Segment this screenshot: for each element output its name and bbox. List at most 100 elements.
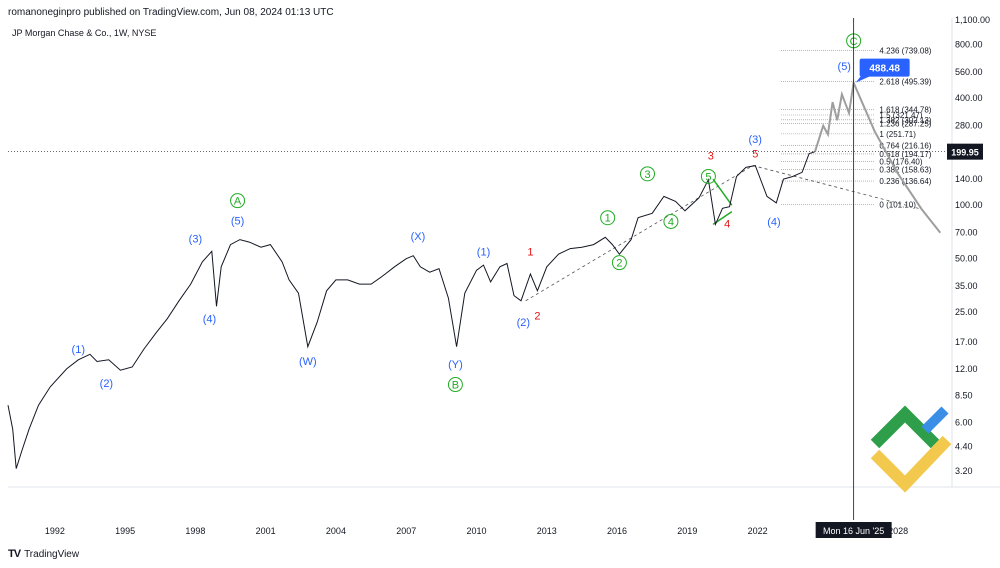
x-tick-label: 2010 — [466, 526, 486, 536]
price-bubble-pointer — [855, 72, 874, 83]
wave-label-text: (X) — [411, 231, 426, 243]
x-tick-label: 1992 — [45, 526, 65, 536]
watermark-blue-shape — [921, 406, 949, 434]
wave-label: (5) — [838, 61, 851, 73]
wave-label: 2 — [611, 255, 627, 271]
wave-label: 4 — [663, 213, 679, 229]
wave-label-text: (W) — [299, 356, 317, 368]
wave-label-text: 1 — [605, 213, 611, 225]
y-tick-label: 35.00 — [955, 281, 978, 291]
watermark-yellow-shape — [870, 435, 952, 493]
y-tick-label: 25.00 — [955, 307, 978, 317]
wave-label-circle — [230, 193, 246, 209]
fib-level-label: 1.618 (344.78) — [879, 106, 931, 115]
wave-label: 5 — [752, 149, 758, 161]
symbol-title: JP Morgan Chase & Co., 1W, NYSE — [12, 28, 157, 38]
footer-brand: TradingView — [24, 548, 80, 560]
wave-label-text: 5 — [752, 149, 758, 161]
wave-label-circle — [700, 168, 716, 184]
x-tick-label: 2016 — [607, 526, 627, 536]
tradingview-logo-icon: TV — [8, 548, 21, 560]
price-bubble-box — [859, 58, 910, 77]
wave-label-text: (2) — [100, 378, 113, 390]
wave-label-text: (Y) — [448, 359, 463, 371]
y-tick-label: 400.00 — [955, 93, 983, 103]
y-tick-label: 17.00 — [955, 337, 978, 347]
wave-label: (4) — [767, 216, 780, 228]
publisher-header: romanoneginpro published on TradingView.… — [8, 7, 334, 18]
wave-label: A — [230, 193, 246, 209]
last-price-label: 199.95 — [951, 148, 979, 158]
fib-level-label: 0.618 (194.17) — [879, 150, 931, 159]
wave-label-text: (5) — [838, 61, 851, 73]
y-tick-label: 8.50 — [955, 391, 973, 401]
wave-labels: (1) (2) (3) (4) (5) A (W) (X) (Y) B (1) (2) 1 2 1 2 3 4 5 3… — [72, 33, 862, 393]
wave-label: 3 — [640, 166, 656, 182]
wave-label-text: A — [234, 196, 242, 208]
x-tick-label: 2013 — [537, 526, 557, 536]
time-axis: 1992 1995 1998 2001 2004 2007 2010 2013 2016 2019… — [45, 526, 908, 536]
watermark-green-shape — [870, 405, 940, 449]
trendline-lower — [525, 165, 754, 302]
wave-label-text: (3) — [749, 134, 762, 146]
fib-level-label: 1 (251.71) — [879, 130, 916, 139]
wave-label: (4) — [203, 314, 216, 326]
fib-level-label: 0.382 (158.63) — [879, 166, 931, 175]
wave-label: (5) — [231, 215, 244, 227]
x-tick-label: 2004 — [326, 526, 346, 536]
x-tick-label: 2019 — [677, 526, 697, 536]
wave-label: (Y) — [448, 359, 463, 371]
x-tick-label: 1998 — [185, 526, 205, 536]
wave-label-text: (3) — [189, 233, 202, 245]
y-tick-label: 50.00 — [955, 254, 978, 264]
wave-label: B — [447, 377, 463, 393]
y-tick-label: 12.00 — [955, 364, 978, 374]
y-tick-label: 70.00 — [955, 228, 978, 238]
wave-label: (W) — [299, 356, 317, 368]
x-tick-label: 1995 — [115, 526, 135, 536]
wave-label: 4 — [724, 218, 730, 230]
fib-level-label: 1.382 (302.13) — [879, 116, 931, 125]
footer: TV TradingView — [8, 548, 79, 560]
fibonacci-levels: 4.236 (739.08) 2.618 (495.39) 1.618 (344.7… — [781, 47, 932, 209]
series-line-projection — [814, 79, 942, 234]
wave-label-text: 5 — [705, 171, 711, 183]
x-tick-label: 2001 — [256, 526, 276, 536]
wave-label: 1 — [527, 246, 533, 258]
wave-label-circle — [663, 213, 679, 229]
price-bubble-label: 488.48 — [869, 64, 900, 75]
wave-label-circle — [640, 166, 656, 182]
trend-lines — [8, 151, 945, 302]
y-tick-label: 140.00 — [955, 174, 983, 184]
wave-label: (3) — [749, 134, 762, 146]
fib-level-label: 0 (101.10) — [879, 200, 916, 209]
fib-level-label: 0.764 (216.16) — [879, 142, 931, 151]
fib-level-label: 1.236 (287.25) — [879, 120, 931, 129]
wave-label: 5 — [700, 168, 716, 184]
triangle-line-upper — [712, 178, 733, 206]
date-marker-box — [815, 522, 892, 538]
wave-label-text: 3 — [708, 151, 714, 163]
x-tick-label: 2022 — [748, 526, 768, 536]
wave-label-text: (1) — [477, 246, 490, 258]
wave-label: (X) — [411, 231, 426, 243]
x-tick-label: 2007 — [396, 526, 416, 536]
fib-level-label: 0.236 (136.64) — [879, 177, 931, 186]
trendline-upper — [752, 165, 922, 210]
y-tick-label: 1,100.00 — [955, 15, 990, 25]
y-tick-label: 100.00 — [955, 200, 983, 210]
wave-label-circle — [447, 377, 463, 393]
last-price-box — [947, 143, 983, 160]
wave-label-text: (2) — [517, 317, 530, 329]
wave-label-text: 4 — [724, 218, 730, 230]
fib-level-label: 4.236 (739.08) — [879, 47, 931, 56]
fib-level-label: 1.5 (321.47) — [879, 111, 922, 120]
wave-label-circle — [611, 255, 627, 271]
y-tick-label: 4.40 — [955, 441, 973, 451]
wave-label: (1) — [477, 246, 490, 258]
price-axis: 1,100.00800.00560.00400.00280.00200.0014… — [955, 15, 990, 476]
date-marker-label: Mon 16 Jun '25 — [823, 526, 884, 536]
wave-label-text: 2 — [616, 258, 622, 270]
y-tick-label: 800.00 — [955, 40, 983, 50]
